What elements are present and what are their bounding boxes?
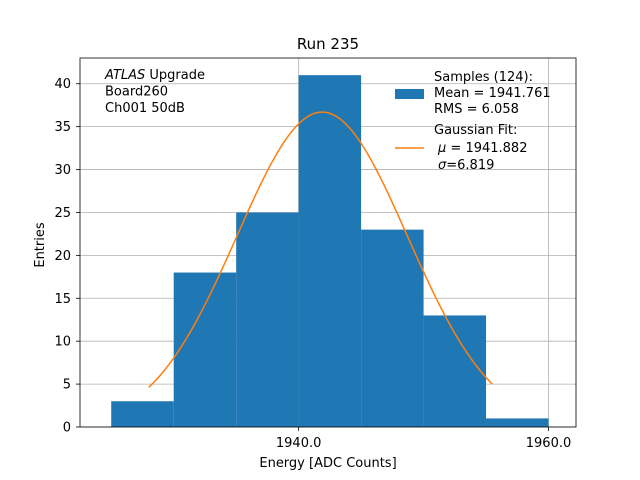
y-tick-label: 10 bbox=[54, 335, 71, 350]
axes-frame bbox=[79, 57, 577, 428]
histogram-bar bbox=[486, 418, 549, 427]
y-tick-label: 0 bbox=[63, 421, 71, 436]
y-tick-label: 25 bbox=[54, 206, 71, 221]
chart-title: Run 235 bbox=[297, 35, 359, 53]
histogram-bar bbox=[173, 272, 237, 427]
y-axis-label: Entries bbox=[33, 222, 48, 268]
atlas-annotation: ATLAS Upgrade Board260 Ch001 50dB bbox=[104, 68, 205, 116]
y-tick-label: 5 bbox=[63, 378, 71, 393]
y-tick-label: 30 bbox=[54, 163, 71, 178]
x-tick-label: 1960.0 bbox=[526, 436, 572, 451]
annotation-line: Ch001 50dB bbox=[105, 101, 185, 116]
histogram-bar bbox=[236, 212, 299, 427]
legend-hist-mean: Mean = 1941.761 bbox=[434, 86, 551, 101]
legend-fit-mu: μ = 1941.882 bbox=[437, 141, 527, 156]
y-tick-label: 35 bbox=[54, 120, 71, 135]
histogram-bar bbox=[111, 401, 174, 427]
annotation-line: ATLAS Upgrade bbox=[104, 68, 205, 83]
legend-fit-sigma: σ=6.819 bbox=[438, 158, 494, 173]
legend-fit-header: Gaussian Fit: bbox=[434, 123, 517, 138]
annotation-line: Board260 bbox=[105, 85, 168, 100]
y-tick-label: 40 bbox=[54, 77, 71, 92]
gaussian-fit bbox=[148, 111, 493, 388]
legend: Samples (124): Mean = 1941.761 RMS = 6.0… bbox=[395, 70, 551, 173]
legend-hist-header: Samples (124): bbox=[434, 70, 533, 85]
legend-hist-rms: RMS = 6.058 bbox=[434, 102, 519, 117]
plot-frame bbox=[79, 57, 577, 428]
x-axis-label: Energy [ADC Counts] bbox=[259, 456, 396, 471]
x-axis-ticks: 1940.0 1960.0 bbox=[276, 427, 571, 451]
x-tick-label: 1940.0 bbox=[276, 436, 322, 451]
histogram-bar bbox=[298, 75, 362, 428]
histogram-bars bbox=[111, 75, 549, 428]
y-tick-label: 20 bbox=[54, 249, 71, 264]
fit-curve bbox=[148, 111, 493, 388]
legend-hist-swatch bbox=[395, 89, 424, 99]
histogram-bar bbox=[361, 229, 424, 427]
y-axis-ticks: 0 5 10 15 20 25 30 35 40 bbox=[54, 77, 80, 436]
y-tick-label: 15 bbox=[54, 292, 71, 307]
